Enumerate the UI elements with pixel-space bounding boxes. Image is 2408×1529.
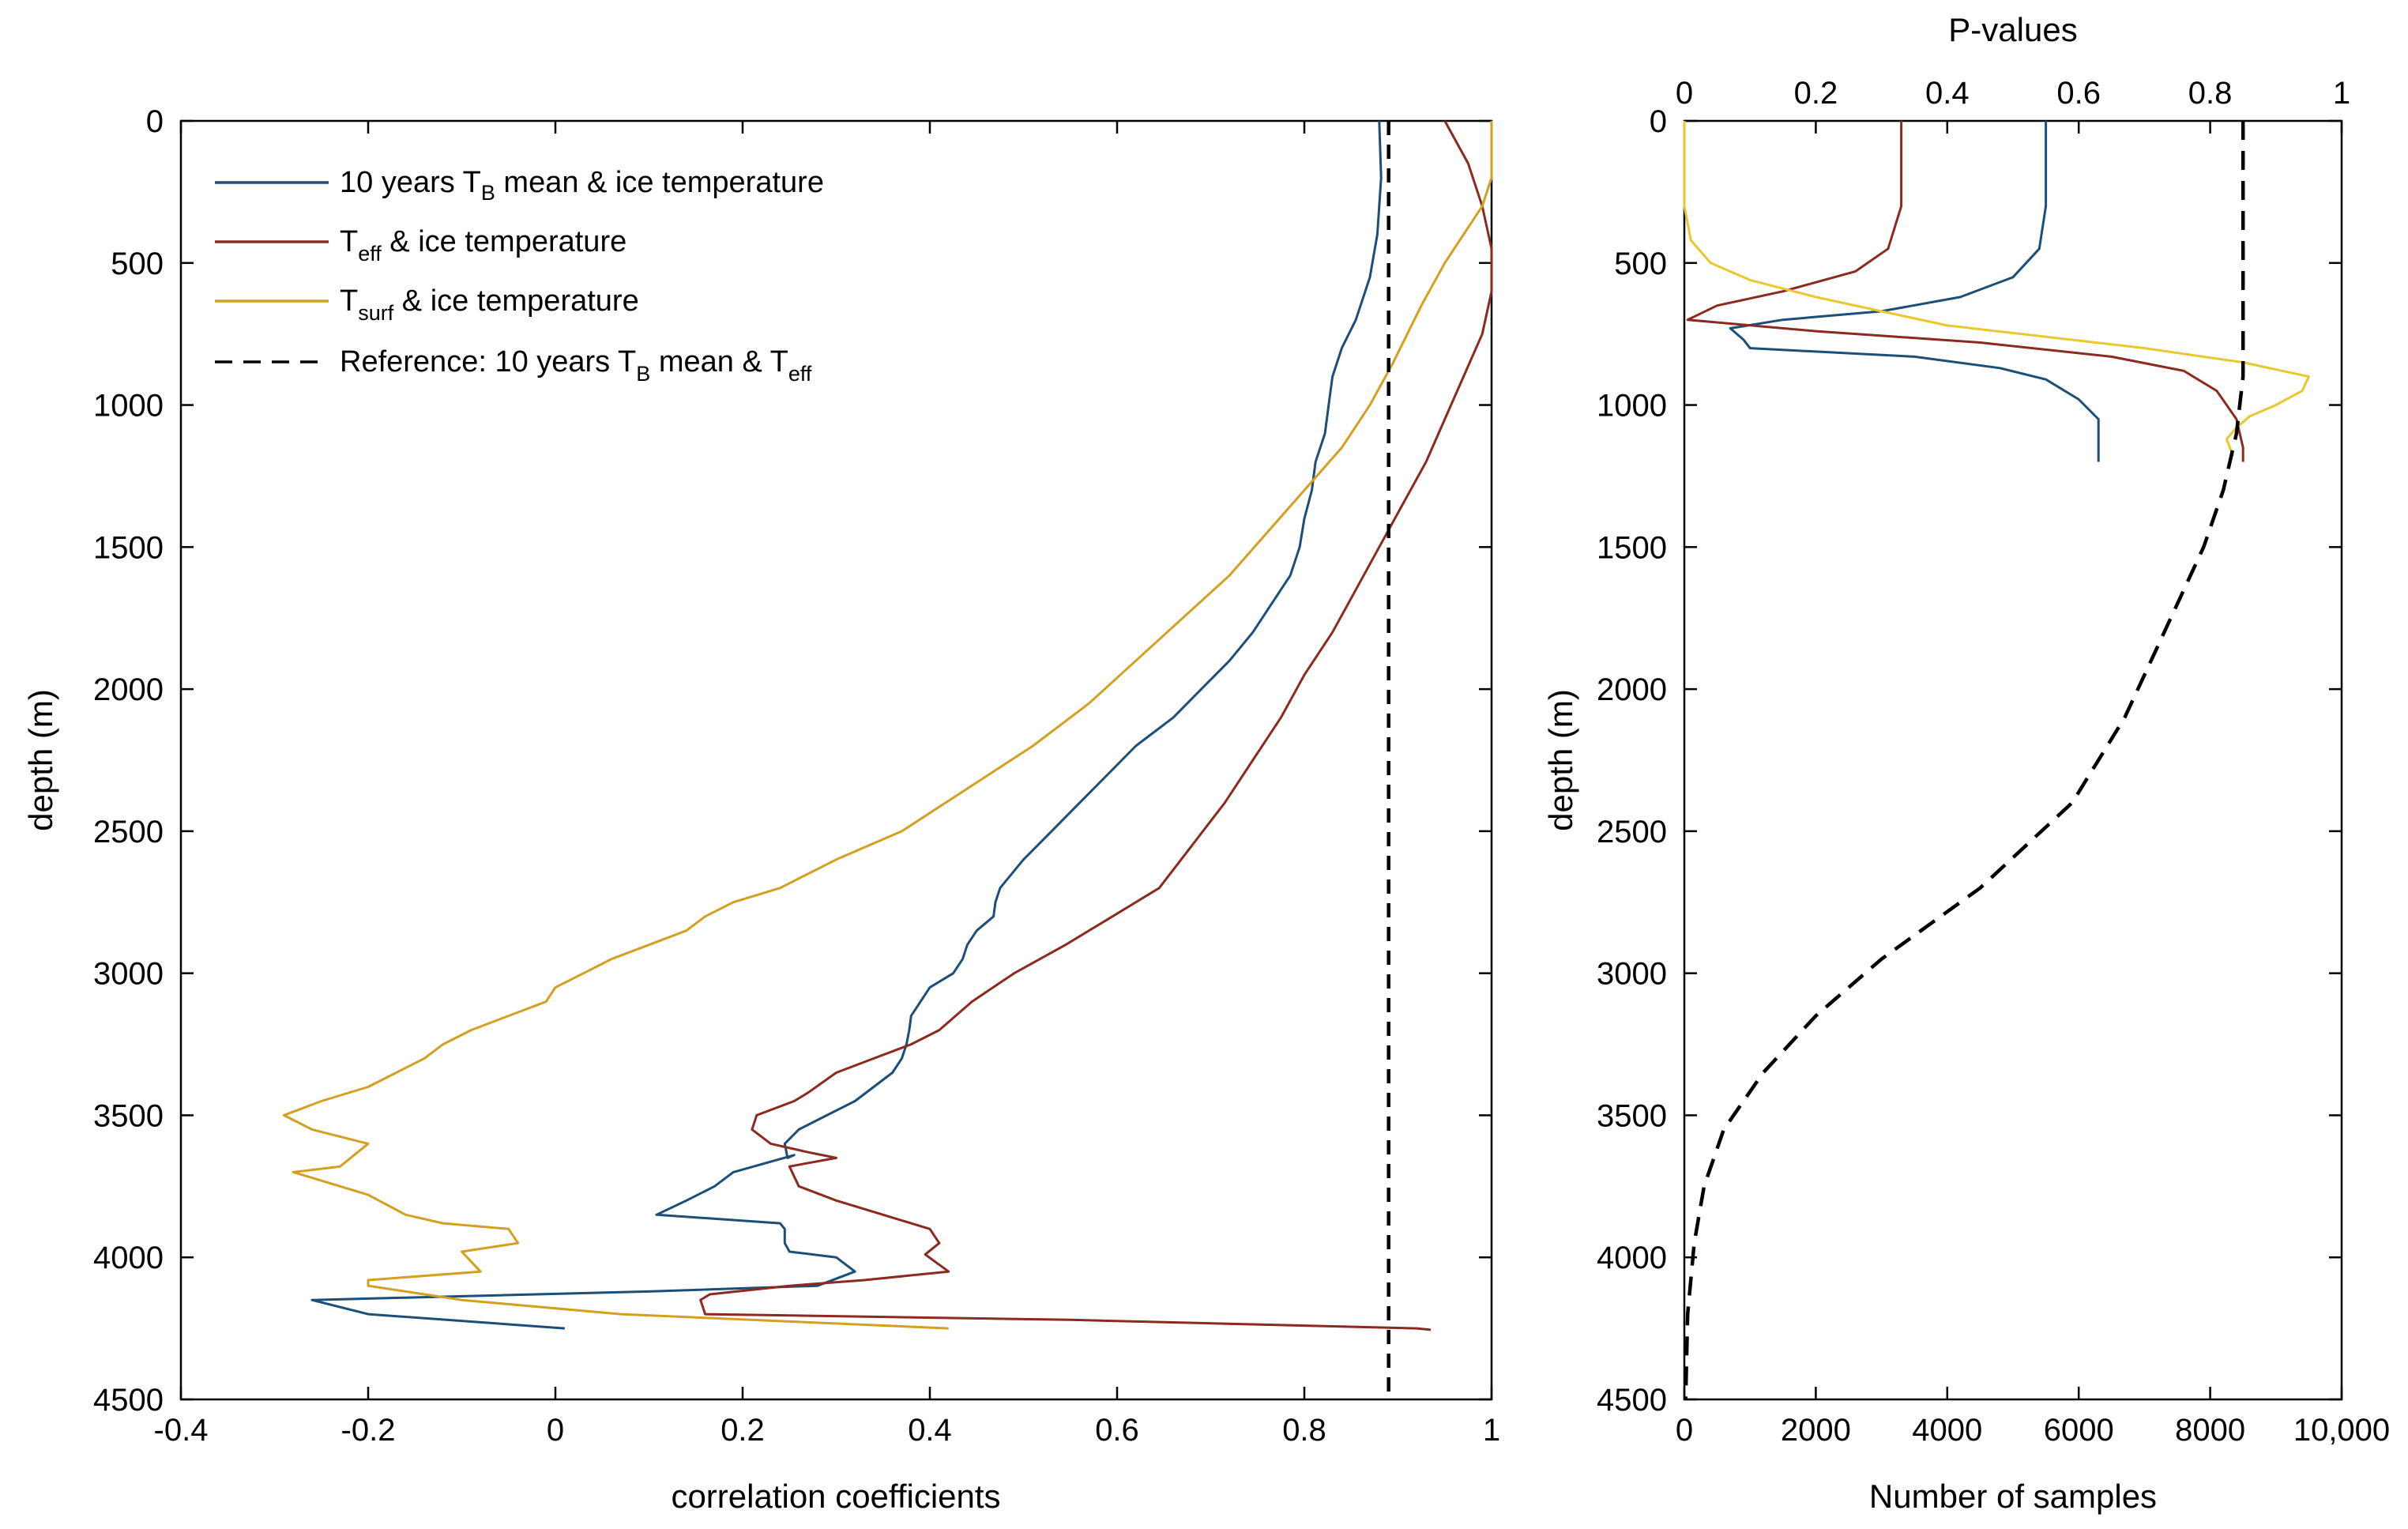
- top-x-tick-label: 1: [2333, 76, 2350, 111]
- top-x-tick-label: 0.2: [1794, 76, 1838, 111]
- y-tick-label: 0: [1650, 104, 1667, 139]
- legend-entry-blue: 10 years TB mean & ice temperature: [215, 166, 824, 205]
- x-tick-label: -0.2: [341, 1413, 396, 1448]
- left-plot-frame: [179, 119, 1493, 1401]
- y-tick-label: 1000: [1597, 389, 1667, 424]
- series-line-0: [1729, 121, 2100, 462]
- x-tick-label: 2000: [1781, 1413, 1851, 1448]
- x-tick-label: 6000: [2044, 1413, 2114, 1448]
- right-panel: 0 2000 4000 6000 8000 10,000 0 0.2 0.4 0.6 0.8 1 0…: [1542, 11, 2390, 1515]
- y-tick-label: 4500: [1597, 1383, 1667, 1418]
- y-tick-label: 4500: [93, 1383, 164, 1418]
- y-tick-label: 2500: [1597, 815, 1667, 849]
- y-tick-label: 0: [146, 104, 164, 139]
- series-line-1: [1686, 121, 2244, 462]
- top-x-tick-label: 0.6: [2056, 76, 2101, 111]
- left-panel: -0.4 -0.2 0 0.2 0.4 0.6 0.8 1 0 500 1000 1500 2000 2…: [22, 104, 1500, 1515]
- y-tick-label: 1500: [93, 530, 164, 565]
- y-tick-label: 500: [111, 247, 164, 281]
- series-line-3: [1684, 121, 2245, 1400]
- top-x-tick-label: 0.4: [1925, 76, 1970, 111]
- x-tick-label: 8000: [2175, 1413, 2245, 1448]
- y-tick-label: 3500: [93, 1098, 164, 1133]
- y-tick-label: 3000: [1597, 957, 1667, 992]
- x-tick-label: -0.4: [154, 1413, 209, 1448]
- y-tick-label: 3500: [1597, 1098, 1667, 1133]
- x-tick-label: 4000: [1912, 1413, 1982, 1448]
- y-tick-label: 1500: [1597, 530, 1667, 565]
- right-x-axis-label: Number of samples: [1869, 1478, 2157, 1515]
- top-x-tick-label: 0: [1676, 76, 1693, 111]
- y-tick-label: 4000: [93, 1241, 164, 1275]
- x-tick-label: 1: [1483, 1413, 1500, 1448]
- y-tick-label: 3000: [93, 957, 164, 992]
- x-tick-label: 0: [1676, 1413, 1693, 1448]
- legend-entry-red: Teff & ice temperature: [215, 225, 626, 266]
- left-x-axis-label: correlation coefficients: [671, 1478, 1000, 1515]
- series-line-2: [1683, 121, 2310, 457]
- x-tick-label: 0.2: [721, 1413, 765, 1448]
- legend-label-gold: Tsurf & ice temperature: [340, 284, 639, 325]
- legend-entry-gold: Tsurf & ice temperature: [215, 284, 639, 325]
- x-tick-label: 0.4: [908, 1413, 952, 1448]
- legend-label-reference: Reference: 10 years TB mean & Teff: [340, 345, 812, 386]
- legend-label-red: Teff & ice temperature: [340, 225, 626, 266]
- y-tick-label: 2000: [1597, 672, 1667, 707]
- right-top-axis-label: P-values: [1948, 11, 2077, 48]
- y-tick-label: 2500: [93, 815, 164, 849]
- y-tick-label: 500: [1614, 247, 1667, 281]
- series-line-2: [282, 121, 1493, 1330]
- right-plot-frame: [1683, 119, 2343, 1401]
- y-tick-label: 4000: [1597, 1241, 1667, 1275]
- legend-entry-reference: Reference: 10 years TB mean & Teff: [215, 345, 812, 386]
- legend-label-blue: 10 years TB mean & ice temperature: [340, 166, 824, 205]
- legend: 10 years TB mean & ice temperature Teff …: [215, 166, 824, 386]
- y-tick-label: 1000: [93, 389, 164, 424]
- x-tick-label: 0.6: [1095, 1413, 1139, 1448]
- series-line-0: [310, 120, 1383, 1330]
- x-tick-label: 0.8: [1282, 1413, 1326, 1448]
- left-y-axis-label: depth (m): [22, 689, 59, 831]
- y-tick-label: 2000: [93, 672, 164, 707]
- series-line-1: [699, 120, 1493, 1331]
- right-y-axis-label: depth (m): [1542, 689, 1579, 831]
- x-tick-label: 10,000: [2293, 1413, 2390, 1448]
- x-tick-label: 0: [547, 1413, 564, 1448]
- top-x-tick-label: 0.8: [2188, 76, 2233, 111]
